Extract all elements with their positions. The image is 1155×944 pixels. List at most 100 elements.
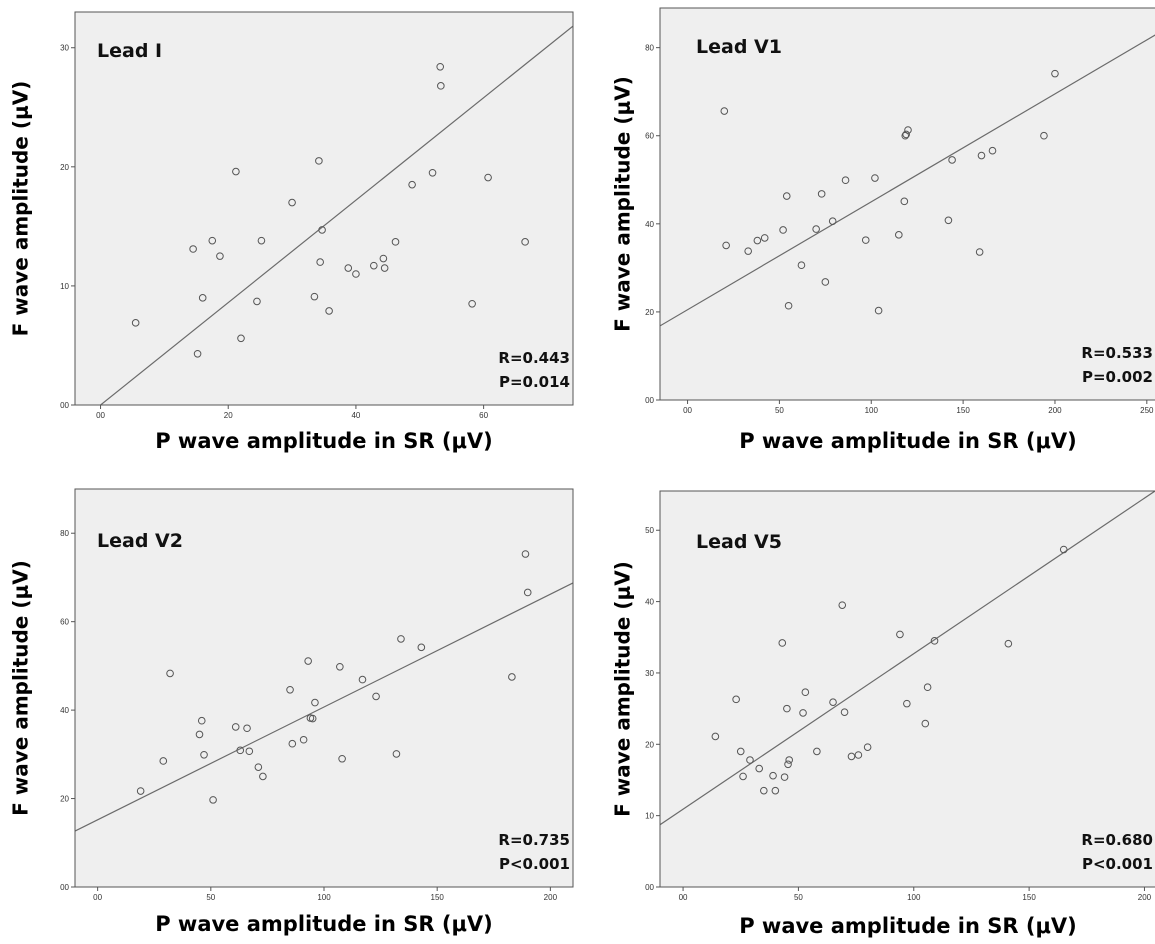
x-tick-label: 200 — [1048, 406, 1062, 415]
data-point — [198, 294, 207, 302]
data-point — [1051, 69, 1059, 78]
correlation-r: R=0.735 — [498, 831, 570, 849]
data-point — [975, 248, 984, 256]
data-point — [259, 772, 267, 781]
x-tick-label: 250 — [1140, 406, 1154, 415]
chart-panel-3: 00 50 100 150 200 00 20 40 60 80 Lead V2 R=0.735 P<0… — [9, 488, 574, 936]
data-point — [780, 773, 789, 781]
data-point — [311, 698, 319, 707]
y-axis-title: F wave amplitude (μV) — [611, 561, 635, 817]
data-point — [813, 747, 821, 756]
data-point — [977, 151, 986, 160]
data-point — [771, 786, 780, 795]
data-point — [436, 62, 445, 71]
data-point — [484, 173, 492, 182]
chart-panel-2: 00 50 100 150 200 250 00 20 40 60 80 Lead V1 R=0.533… — [611, 7, 1155, 453]
chart-panel-4: 00 50 100 150 200 00 10 20 30 40 50 Lead V5 R=0.680 P… — [611, 490, 1155, 938]
data-point — [344, 264, 353, 272]
data-point — [286, 685, 294, 694]
data-point — [508, 673, 516, 681]
p-value: P=0.002 — [1082, 368, 1153, 386]
data-point — [370, 261, 378, 270]
x-axis-title: P wave amplitude in SR (μV) — [739, 914, 1077, 938]
data-point — [318, 226, 326, 234]
data-point — [930, 637, 939, 645]
y-tick-label: 10 — [60, 282, 69, 291]
correlation-r: R=0.533 — [1081, 344, 1153, 362]
y-tick-label: 40 — [645, 598, 654, 607]
regression-line — [660, 491, 1155, 826]
data-point — [817, 190, 826, 198]
data-point — [236, 746, 245, 755]
data-point — [380, 264, 389, 272]
data-point — [746, 756, 754, 764]
x-tick-label: 50 — [794, 893, 803, 902]
chart-panel-1: 00 20 40 60 00 10 20 30 Lead I R=0.443 P=0.014 P wa… — [9, 11, 574, 453]
data-point — [711, 732, 720, 741]
data-point — [237, 334, 245, 343]
y-tick-label: 40 — [60, 706, 69, 715]
x-tick-label: 00 — [96, 411, 105, 420]
data-point — [136, 787, 145, 795]
data-point — [829, 698, 837, 706]
p-value: P<0.001 — [1082, 855, 1153, 873]
data-point — [784, 760, 792, 769]
plot-background — [660, 8, 1155, 400]
x-tick-label: 150 — [1022, 893, 1036, 902]
data-point — [722, 241, 730, 250]
data-point — [197, 716, 206, 725]
y-axis-title: F wave amplitude (μV) — [9, 560, 33, 816]
y-tick-label: 60 — [60, 618, 69, 627]
data-point — [200, 750, 208, 759]
data-point — [352, 270, 360, 278]
data-point — [739, 772, 747, 781]
data-point — [988, 146, 997, 155]
data-point — [299, 735, 308, 744]
y-axis-title: F wave amplitude (μV) — [611, 76, 635, 332]
x-axis-title: P wave amplitude in SR (μV) — [155, 912, 493, 936]
data-point — [316, 258, 324, 266]
data-point — [861, 236, 870, 244]
x-tick-label: 50 — [775, 406, 784, 415]
data-point — [799, 709, 807, 717]
data-point — [760, 786, 768, 795]
data-point — [1040, 131, 1048, 140]
data-point — [243, 724, 251, 733]
data-point — [744, 247, 752, 255]
data-point — [863, 743, 872, 751]
y-tick-label: 00 — [60, 883, 69, 892]
plot-frame — [659, 7, 1155, 401]
plot-frame — [74, 11, 574, 406]
data-point — [895, 231, 903, 239]
data-point — [896, 630, 904, 639]
data-point — [778, 639, 787, 647]
data-point — [921, 719, 930, 728]
x-tick-label: 50 — [206, 893, 215, 902]
plot-background — [660, 491, 1155, 887]
data-point — [372, 692, 380, 701]
x-tick-label: 60 — [479, 411, 488, 420]
panel-label: Lead V1 — [696, 36, 782, 58]
data-point — [159, 757, 168, 765]
data-point — [1059, 545, 1068, 554]
x-tick-label: 40 — [351, 411, 360, 420]
x-tick-label: 100 — [865, 406, 879, 415]
data-point — [358, 675, 367, 684]
data-point — [304, 657, 312, 665]
correlation-r: R=0.443 — [498, 349, 570, 367]
data-point — [338, 754, 346, 763]
data-point — [720, 107, 729, 115]
plot-frame — [659, 490, 1155, 888]
data-point — [797, 261, 806, 270]
data-point — [166, 669, 174, 678]
data-point — [903, 699, 911, 708]
y-tick-label: 20 — [645, 308, 654, 317]
data-point — [769, 771, 777, 780]
data-point — [437, 82, 445, 90]
y-tick-label: 00 — [645, 883, 654, 892]
data-point — [245, 747, 254, 756]
data-point — [1004, 639, 1013, 648]
data-point — [521, 238, 529, 246]
data-point — [523, 588, 532, 597]
y-tick-label: 80 — [60, 529, 69, 538]
